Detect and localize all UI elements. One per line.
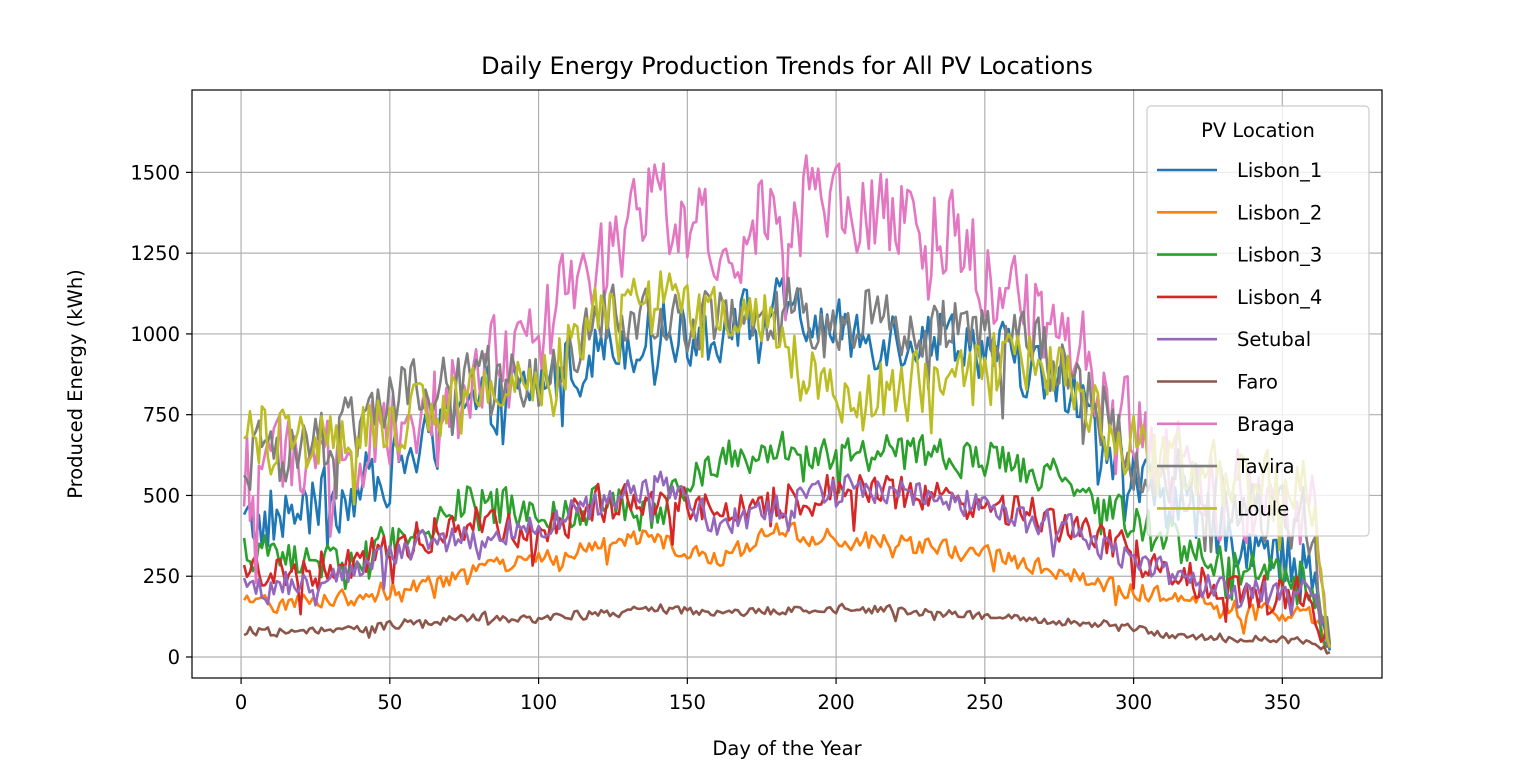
x-tick-label: 350 bbox=[1264, 691, 1301, 714]
series-line-lisbon_4 bbox=[242, 473, 1332, 648]
y-tick-label: 750 bbox=[143, 404, 180, 427]
y-tick-label: 500 bbox=[143, 484, 180, 507]
x-tick-label: 0 bbox=[235, 691, 247, 714]
series-line-faro bbox=[243, 602, 1331, 655]
legend-title: PV Location bbox=[1201, 119, 1315, 142]
x-axis-label: Day of the Year bbox=[712, 737, 862, 760]
y-axis-label: Produced Energy (kWh) bbox=[64, 269, 87, 499]
x-tick-label: 100 bbox=[520, 691, 557, 714]
legend: PV Location Lisbon_1Lisbon_2Lisbon_3Lisb… bbox=[1146, 105, 1370, 537]
legend-label: Lisbon_4 bbox=[1237, 286, 1322, 309]
legend-label: Loule bbox=[1237, 497, 1289, 520]
x-tick-label: 300 bbox=[1115, 691, 1152, 714]
legend-label: Lisbon_3 bbox=[1237, 244, 1322, 267]
y-tick-label: 250 bbox=[143, 565, 180, 588]
y-axis-ticks: 0 250 500 750 1000 1250 1500 bbox=[130, 161, 192, 669]
x-tick-label: 200 bbox=[817, 691, 854, 714]
legend-label: Setubal bbox=[1237, 328, 1311, 351]
legend-label: Tavira bbox=[1236, 455, 1295, 478]
legend-label: Lisbon_2 bbox=[1237, 201, 1322, 224]
x-axis-ticks: 0 50 100 150 200 250 300 350 bbox=[235, 678, 1301, 714]
series-line-lisbon_2 bbox=[243, 521, 1331, 649]
x-tick-label: 50 bbox=[377, 691, 402, 714]
legend-items: Lisbon_1 Lisbon_2 Lisbon_3 Lisbon_4 Setubal F… bbox=[1157, 159, 1322, 520]
y-tick-label: 1500 bbox=[130, 161, 180, 184]
x-tick-label: 250 bbox=[966, 691, 1003, 714]
y-tick-label: 1250 bbox=[130, 242, 180, 265]
plot-frame bbox=[191, 89, 1383, 679]
legend-label: Braga bbox=[1237, 413, 1295, 436]
x-tick-label: 150 bbox=[669, 691, 706, 714]
y-tick-label: 1000 bbox=[130, 323, 180, 346]
series-line-setubal bbox=[242, 470, 1331, 649]
y-tick-label: 0 bbox=[168, 646, 180, 669]
legend-label: Lisbon_1 bbox=[1237, 159, 1322, 182]
legend-label: Faro bbox=[1237, 371, 1278, 394]
chart-title: Daily Energy Production Trends for All P… bbox=[481, 52, 1093, 80]
